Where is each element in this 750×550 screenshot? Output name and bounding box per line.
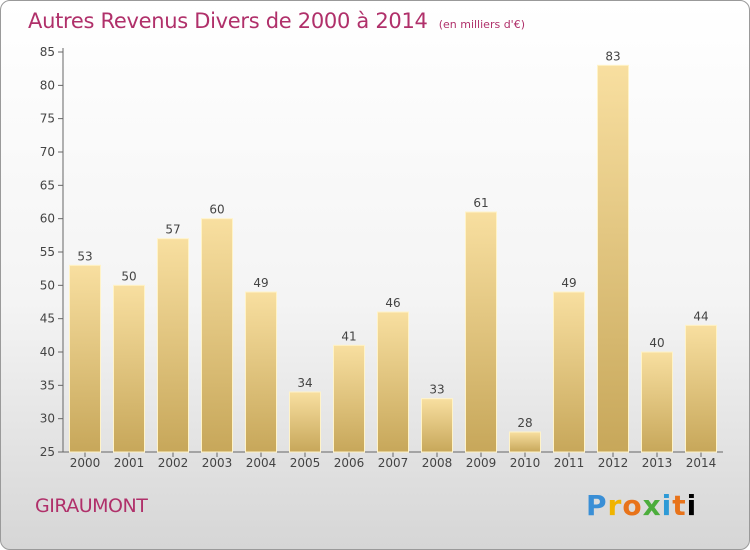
- bar-2009: [465, 211, 497, 453]
- data-label: 50: [121, 269, 136, 283]
- y-tick-label: 80: [40, 78, 55, 92]
- x-tick-label: 2008: [422, 456, 453, 470]
- x-tick-label: 2000: [70, 456, 101, 470]
- x-tick-label: 2012: [598, 456, 629, 470]
- data-label: 49: [253, 276, 268, 290]
- bar-2008: [421, 398, 453, 453]
- data-label: 60: [209, 203, 224, 217]
- x-tick-label: 2009: [466, 456, 497, 470]
- y-tick-label: 75: [40, 112, 55, 126]
- y-axis: 25 30 35 40 45 50 55 60 65 70 75 80 85: [40, 45, 64, 459]
- data-label: 83: [605, 49, 620, 63]
- data-label: 34: [297, 376, 312, 390]
- bar-2012: [597, 64, 629, 453]
- proxiti-logo: Proxiti: [586, 489, 698, 522]
- y-tick-label: 60: [40, 212, 55, 226]
- x-axis: 2000 2001 2002 2003 2004 2005 2006 2007 2008 2009…: [63, 451, 723, 470]
- chart-title: Autres Revenus Divers de 2000 à 2014 (en…: [28, 9, 525, 33]
- y-tick-label: 50: [40, 278, 55, 292]
- bar-2004: [245, 291, 277, 453]
- chart-unit-note: (en milliers d'€): [438, 18, 525, 31]
- x-tick-label: 2002: [158, 456, 189, 470]
- bar-2003: [201, 218, 233, 453]
- bar-2001: [113, 284, 145, 453]
- x-tick-label: 2007: [378, 456, 409, 470]
- bar-2007: [377, 311, 409, 453]
- x-tick-label: 2003: [202, 456, 233, 470]
- x-tick-label: 2004: [246, 456, 277, 470]
- data-label: 28: [517, 416, 532, 430]
- y-tick-label: 85: [40, 45, 55, 59]
- bars: [69, 64, 717, 453]
- y-tick-label: 30: [40, 412, 55, 426]
- data-label: 40: [649, 336, 664, 350]
- data-labels: 53 50 57 60 49 34 41 46 33 61 28 49 83 40 44: [77, 49, 708, 430]
- y-tick-label: 70: [40, 145, 55, 159]
- x-tick-label: 2010: [510, 456, 541, 470]
- bar-2010: [509, 431, 541, 453]
- data-label: 57: [165, 223, 180, 237]
- x-tick-label: 2011: [554, 456, 585, 470]
- y-tick-label: 55: [40, 245, 55, 259]
- bar-2002: [157, 238, 189, 453]
- bar-2011: [553, 291, 585, 453]
- x-tick-label: 2014: [686, 456, 717, 470]
- y-tick-label: 25: [40, 445, 55, 459]
- y-tick-label: 40: [40, 345, 55, 359]
- commune-name: GIRAUMONT: [35, 495, 148, 517]
- data-label: 33: [429, 383, 444, 397]
- x-tick-label: 2005: [290, 456, 321, 470]
- chart-title-text: Autres Revenus Divers de 2000 à 2014: [28, 9, 428, 33]
- bar-2014: [685, 324, 717, 453]
- data-label: 61: [473, 196, 488, 210]
- x-tick-label: 2013: [642, 456, 673, 470]
- bar-2000: [69, 264, 101, 453]
- y-tick-label: 45: [40, 312, 55, 326]
- x-tick-label: 2006: [334, 456, 365, 470]
- data-label: 41: [341, 329, 356, 343]
- bar-2013: [641, 351, 673, 453]
- x-tick-label: 2001: [114, 456, 145, 470]
- y-tick-label: 35: [40, 378, 55, 392]
- data-label: 44: [693, 309, 708, 323]
- data-label: 49: [561, 276, 576, 290]
- bar-2006: [333, 344, 365, 453]
- data-label: 46: [385, 296, 400, 310]
- y-tick-label: 65: [40, 178, 55, 192]
- bar-2005: [289, 391, 321, 453]
- data-label: 53: [77, 249, 92, 263]
